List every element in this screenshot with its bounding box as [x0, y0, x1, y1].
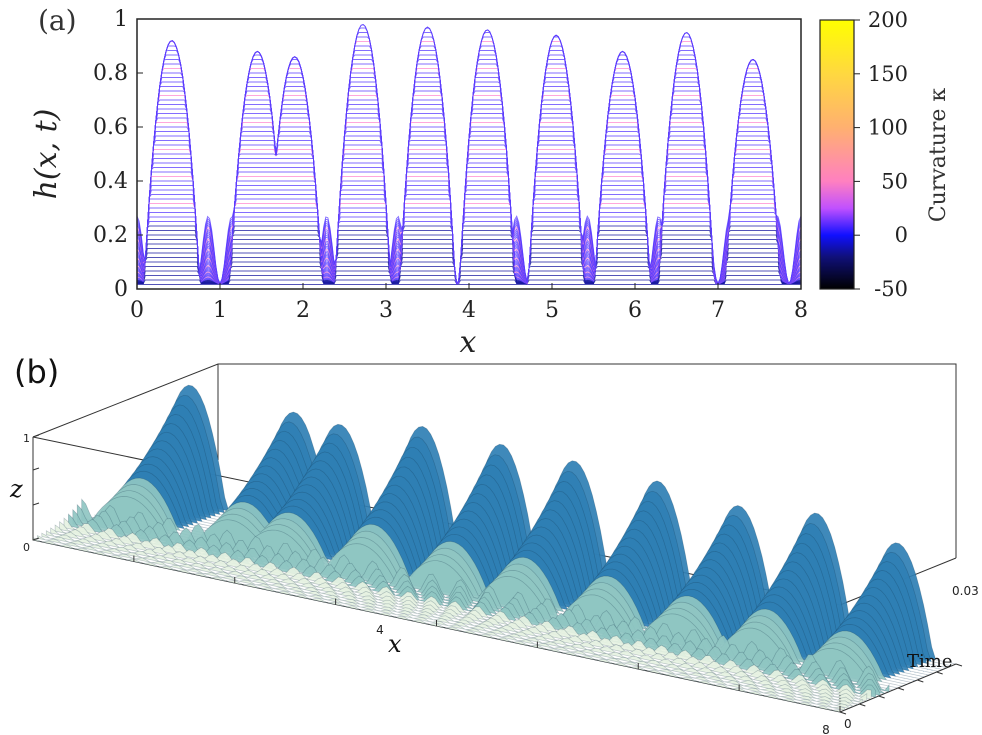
surface-strip — [59, 520, 868, 702]
profile-line — [137, 216, 801, 285]
surface-strip — [45, 530, 854, 707]
surface-strip — [50, 527, 859, 706]
x-tick-label: 2 — [296, 298, 310, 323]
profile-line — [137, 185, 801, 285]
colorbar-tick-label: 200 — [868, 8, 908, 32]
time-tick-label: 0 — [844, 717, 852, 731]
x-tick-label: 4 — [462, 298, 476, 323]
profile-line — [137, 194, 801, 285]
time-tick — [839, 711, 847, 715]
colorbar: -50 0 50 100 150 200 Curvature κ — [819, 8, 951, 301]
z-tick-label: 0 — [23, 541, 30, 554]
profile-line — [137, 225, 801, 285]
profile-line — [137, 203, 801, 285]
colorbar-tick-label: 150 — [868, 62, 908, 86]
profile-line — [137, 221, 801, 285]
time-tick — [878, 695, 885, 699]
panel-b-ticks: 0 1 4 8 0 0.03 — [23, 432, 979, 735]
profile-line — [137, 252, 801, 285]
y-tick-label: 0.6 — [93, 115, 128, 140]
profile-line — [137, 162, 801, 285]
time-tick — [955, 663, 963, 667]
profile-line — [137, 23, 801, 285]
x-tick-label: 1 — [213, 298, 227, 323]
panel-a-xlabel: x — [460, 325, 477, 360]
panel-a-label: (a) — [38, 4, 77, 37]
colorbar-tick-label: 50 — [881, 169, 908, 193]
panel-b-back-edges — [32, 363, 957, 558]
profile-line — [137, 270, 801, 285]
surface-strip — [41, 532, 850, 709]
profile-line — [137, 149, 801, 285]
z-tick — [32, 434, 40, 438]
z-tick — [32, 502, 40, 506]
z-tick-label: 1 — [23, 432, 30, 445]
profile-line — [137, 189, 801, 285]
panel-a-ticks: 0 1 2 3 4 5 6 7 8 0 0.2 0.4 0.6 0.8 1 — [93, 7, 808, 323]
x-tick-label: 5 — [545, 298, 559, 323]
x-tick-label: 6 — [628, 298, 642, 323]
time-tick — [897, 687, 905, 691]
panel-b-zlabel: z — [9, 475, 23, 503]
profile-line — [137, 153, 801, 285]
x-tick-label: 7 — [711, 298, 725, 323]
profile-line — [137, 279, 801, 285]
profile-line — [137, 234, 801, 285]
profile-line — [137, 275, 801, 285]
y-tick-label: 0.2 — [93, 223, 128, 248]
profile-line — [137, 239, 801, 285]
time-tick — [917, 679, 924, 683]
x-tick-label: 0 — [130, 298, 144, 323]
surface-strip — [37, 534, 845, 711]
colorbar-tick-label: 100 — [868, 116, 908, 140]
panel-a-ylabel: h(x, t) — [29, 109, 64, 200]
panel-a-plot: 0 1 2 3 4 5 6 7 8 0 0.2 0.4 0.6 0.8 1 — [93, 7, 808, 323]
profile-line — [137, 158, 801, 285]
profile-line — [137, 243, 801, 285]
time-tick-label: 0.03 — [952, 584, 979, 598]
profile-line — [137, 198, 801, 285]
x-tick-label-b: 8 — [822, 723, 830, 735]
panel-b-plot: 0 1 4 8 0 0.03 — [23, 363, 979, 735]
x-tick-label: 8 — [794, 298, 808, 323]
profile-line — [137, 230, 801, 285]
profile-line — [137, 171, 801, 285]
y-tick-label: 0.8 — [93, 61, 128, 86]
y-tick-label: 1 — [114, 7, 128, 32]
z-tick — [32, 467, 40, 471]
y-tick-label: 0.4 — [93, 169, 128, 194]
profile-line — [137, 261, 801, 285]
profile-line — [137, 257, 801, 285]
profile-line — [137, 212, 801, 285]
profile-line — [137, 180, 801, 285]
profile-line — [137, 266, 801, 285]
panel-a-profiles — [137, 23, 801, 285]
colorbar-ticks: -50 0 50 100 150 200 — [854, 8, 908, 301]
y-tick-label: 0 — [114, 277, 128, 302]
colorbar-tick-label: -50 — [874, 277, 908, 301]
panel-b-label: (b) — [14, 353, 59, 391]
colorbar-gradient — [819, 19, 855, 290]
time-tick — [936, 671, 943, 675]
profile-line — [137, 207, 801, 285]
profile-line — [137, 167, 801, 285]
x-tick-label-b: 4 — [376, 623, 384, 637]
panel-b-tlabel: Time — [907, 651, 952, 672]
colorbar-tick-label: 0 — [895, 223, 908, 247]
panel-b-xlabel: x — [388, 630, 402, 658]
x-tick-label: 3 — [379, 298, 393, 323]
profile-line — [137, 248, 801, 285]
z-tick — [32, 537, 40, 541]
profile-line — [137, 176, 801, 285]
panel-b-surface — [32, 384, 957, 713]
colorbar-label: Curvature κ — [926, 88, 951, 223]
time-tick — [859, 703, 866, 707]
